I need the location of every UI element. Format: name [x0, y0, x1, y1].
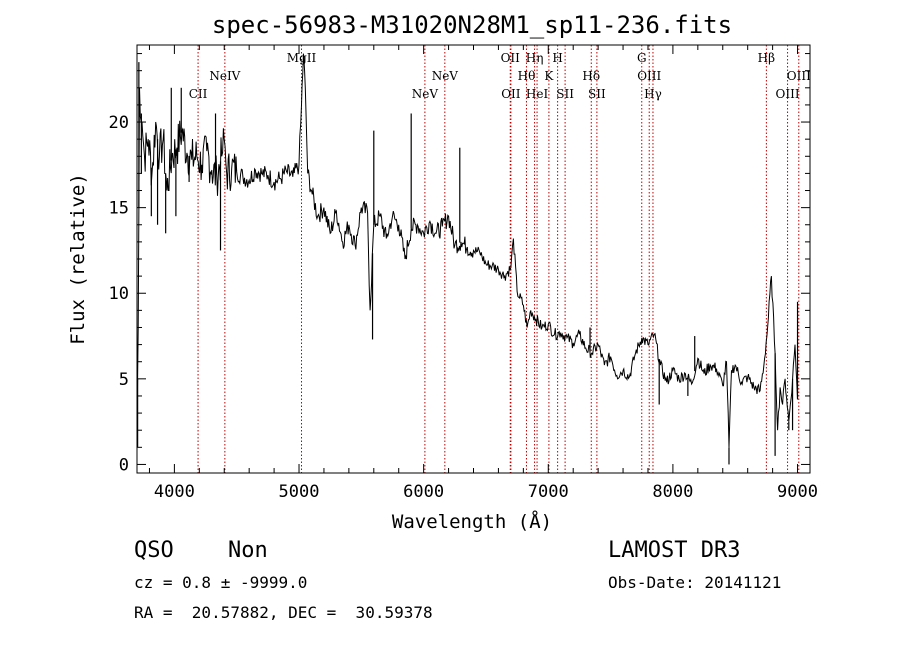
x-tick-label: 9000 [777, 482, 818, 502]
line-label-nev: NeV [432, 69, 459, 83]
object-class: QSO [134, 538, 174, 563]
x-tick-label: 6000 [403, 482, 444, 502]
line-label-hγ: Hγ [644, 87, 662, 101]
y-tick-label: 20 [109, 113, 129, 133]
line-label-hei: HeI [526, 87, 549, 101]
line-label-nev: NeV [412, 87, 439, 101]
line-label-mgii: MgII [287, 51, 317, 65]
axes: 4000 5000 6000 7000 8000 9000 0 5 10 15 20 [109, 45, 818, 502]
y-tick-label: 5 [119, 370, 129, 390]
coordinates: RA = 20.57882, DEC = 30.59378 [134, 603, 433, 622]
y-tick-label: 15 [109, 199, 129, 219]
object-subclass: Non [228, 538, 268, 563]
line-label-hθ: Hθ [518, 69, 536, 83]
line-label-h: H [552, 51, 562, 65]
line-label-oiii: OIII [776, 87, 800, 101]
line-label-cii: CII [189, 87, 208, 101]
chart-title: spec-56983-M31020N28M1_sp11-236.fits [212, 11, 732, 39]
line-label-hδ: Hδ [582, 69, 600, 83]
x-tick-label: 4000 [154, 482, 195, 502]
line-label-sii: SII [556, 87, 574, 101]
redshift-info: cz = 0.8 ± -9999.0 [134, 573, 308, 592]
line-label-oiii: OIII [637, 69, 661, 83]
x-axis-label: Wavelength (Å) [392, 510, 552, 533]
x-tick-label: 7000 [528, 482, 569, 502]
line-label-hβ: Hβ [758, 51, 775, 65]
line-label-sii: SII [588, 87, 606, 101]
line-label-hη: Hη [526, 51, 544, 65]
line-label-oii: OII [501, 87, 521, 101]
x-tick-label: 8000 [652, 482, 693, 502]
spectrum-line [136, 53, 798, 448]
obs-date: Obs-Date: 20141121 [608, 573, 782, 592]
y-axis-label: Flux (relative) [67, 173, 89, 345]
line-label-oiii: OIII [787, 69, 811, 83]
survey-name: LAMOST DR3 [608, 538, 741, 563]
line-label-oii: OII [501, 51, 521, 65]
line-label-g: G [637, 51, 647, 65]
y-tick-label: 10 [109, 284, 129, 304]
line-label-k: K [544, 69, 554, 83]
plot-frame [136, 44, 811, 474]
y-tick-label: 0 [119, 455, 129, 475]
x-tick-label: 5000 [279, 482, 320, 502]
line-label-neiv: NeIV [209, 69, 240, 83]
